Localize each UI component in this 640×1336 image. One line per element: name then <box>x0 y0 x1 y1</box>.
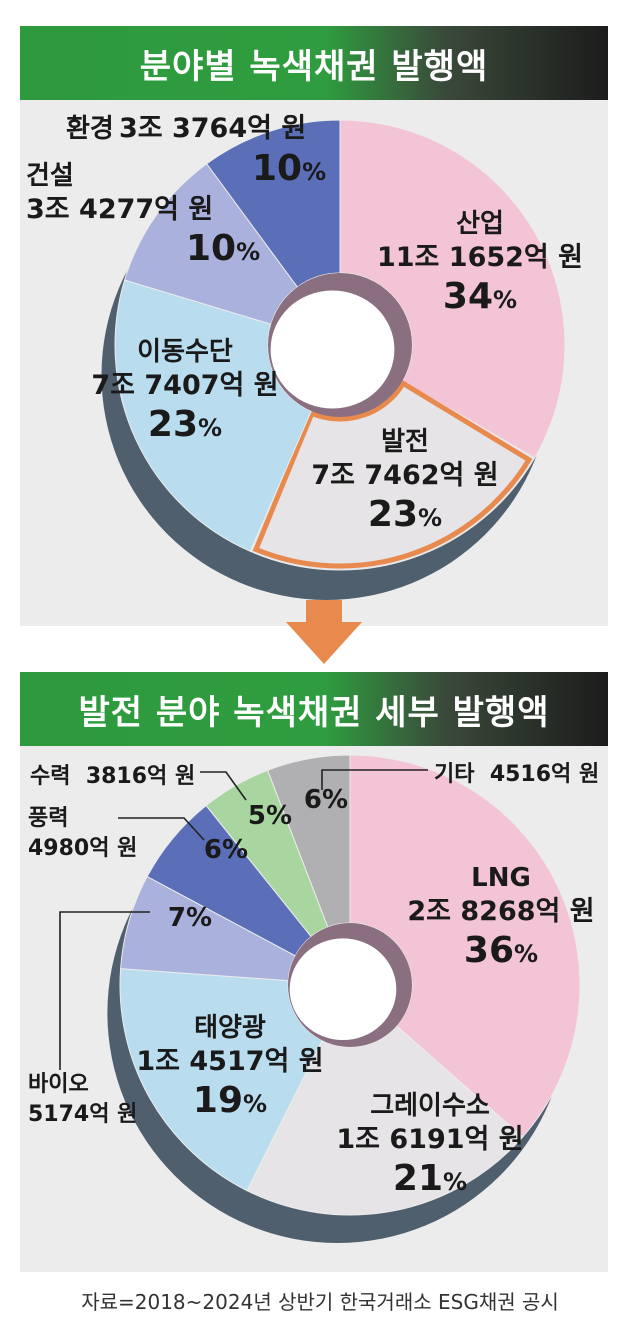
slice-name: 풍력 <box>28 806 69 831</box>
slice-name: 환경 <box>66 114 114 144</box>
sector-donut-chart <box>101 119 566 600</box>
slice-amount: 3816억 원 <box>85 764 196 789</box>
slice-amount: 7조 7407억 원 <box>91 369 279 401</box>
donut-hole <box>270 290 395 409</box>
leader-label-hydro: 수력 3816억 원 <box>30 758 195 790</box>
slice-amount: 3조 4277억 원 <box>26 193 214 225</box>
slice-amount: 5174억 원 <box>28 1101 138 1127</box>
chart1-title: 분야별 녹색채권 발행액 <box>20 26 608 100</box>
slice-name: 태양광 <box>194 1013 266 1043</box>
slice-amount: 4516억 원 <box>489 762 600 787</box>
leader-line-1 <box>118 817 205 841</box>
donut-hole <box>289 938 397 1041</box>
slice-name: 이동수단 <box>137 337 233 367</box>
leader-line-2 <box>59 911 150 1070</box>
slice-percent: 6% <box>303 785 349 815</box>
slice-percent: 36% <box>463 930 539 972</box>
slice-amount: 1조 4517억 원 <box>136 1045 324 1077</box>
down-arrow-icon <box>286 600 362 664</box>
slice-amount: 3조 3764억 원 <box>118 113 307 144</box>
leader-label-bio: 바이오 5174억 원 <box>28 1070 137 1129</box>
pie-slice-2 <box>114 279 312 553</box>
slice-name: 기타 <box>434 762 475 787</box>
leader-line-0 <box>200 771 247 801</box>
pie-slice-0 <box>339 119 566 459</box>
slice-percent: 6% <box>203 835 249 865</box>
source-note: 자료=2018~2024년 상반기 한국거래소 ESG채권 공시 <box>81 1290 559 1314</box>
slice-percent: 34% <box>442 276 518 318</box>
slice-name: 수력 <box>30 764 71 789</box>
slice-name: LNG <box>471 863 531 893</box>
slice-percent: 23% <box>367 494 443 536</box>
slice-amount: 2조 8268억 원 <box>407 895 595 927</box>
slice-percent: 10% <box>252 147 327 189</box>
slice-label-environment: 환경 3조 3764억 원 10% <box>66 112 346 191</box>
slice-amount: 4980억 원 <box>28 835 138 861</box>
leader-label-other: 기타 4516억 원 <box>434 756 599 788</box>
slice-amount: 1조 6191억 원 <box>336 1123 524 1155</box>
slice-label-hydro-percent: 5% <box>240 800 300 833</box>
chart2-title: 발전 분야 녹색채권 세부 발행액 <box>20 672 608 746</box>
slice-percent: 23% <box>147 404 223 446</box>
slice-label-mobility: 이동수단 7조 7407억 원 23% <box>70 336 300 447</box>
slice-percent: 19% <box>192 1080 268 1122</box>
slice-label-power: 발전 7조 7462억 원 23% <box>290 426 520 537</box>
slice-label-wind-percent: 6% <box>196 834 256 867</box>
slice-name: 그레이수소 <box>370 1091 490 1121</box>
slice-amount: 11조 1652억 원 <box>376 241 584 273</box>
slice-name: 건설 <box>26 161 74 191</box>
slice-name: 산업 <box>456 209 504 239</box>
slice-percent: 21% <box>392 1158 468 1200</box>
slice-label-construction: 건설 3조 4277억 원 10% <box>26 160 276 271</box>
leader-line-3 <box>321 769 428 790</box>
slice-label-industry: 산업 11조 1652억 원 34% <box>360 208 600 319</box>
slice-percent: 10% <box>186 228 261 270</box>
slice-percent: 5% <box>247 801 293 831</box>
slice-name: 바이오 <box>28 1072 89 1097</box>
slice-label-grey-hydrogen: 그레이수소 1조 6191억 원 21% <box>320 1090 540 1201</box>
slice-label-other-percent: 6% <box>296 784 356 817</box>
slice-amount: 7조 7462억 원 <box>311 459 499 491</box>
slice-label-solar: 태양광 1조 4517억 원 19% <box>130 1012 330 1123</box>
leader-label-wind: 풍력 4980억 원 <box>28 804 137 863</box>
slice-name: 발전 <box>381 427 429 457</box>
slice-percent: 7% <box>167 903 213 933</box>
highlight-outline <box>252 379 533 569</box>
slice-label-lng: LNG 2조 8268억 원 36% <box>396 862 606 973</box>
slice-label-bio-percent: 7% <box>160 902 220 935</box>
